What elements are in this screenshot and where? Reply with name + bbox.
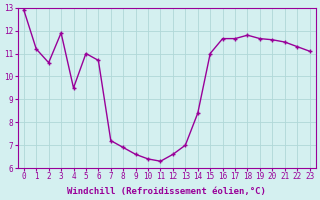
X-axis label: Windchill (Refroidissement éolien,°C): Windchill (Refroidissement éolien,°C)	[67, 187, 266, 196]
